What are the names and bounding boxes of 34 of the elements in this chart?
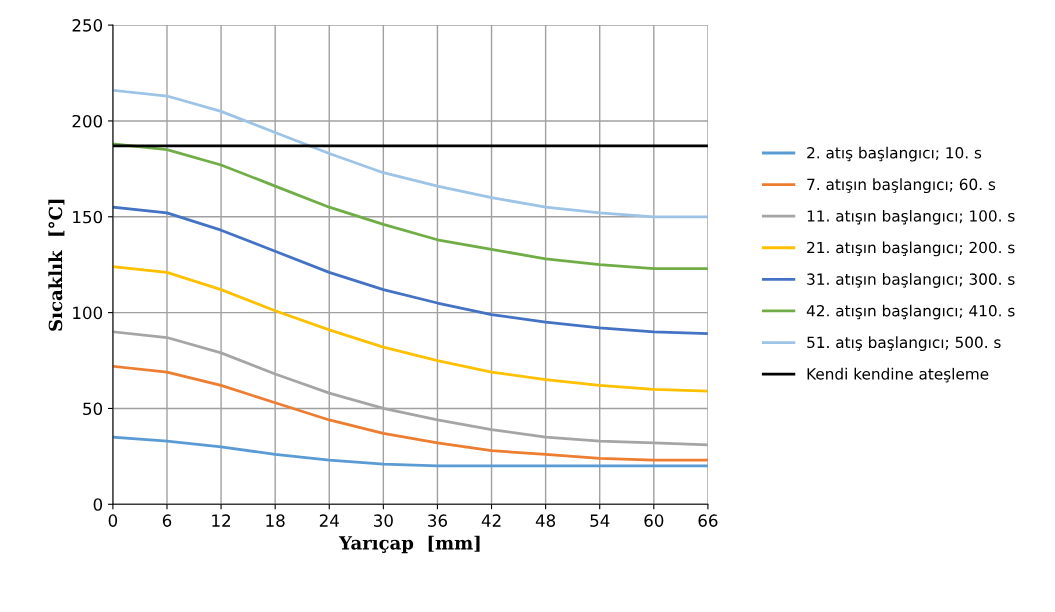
- legend-label: 51. atış başlangıcı; 500. s: [807, 336, 1001, 352]
- x-tick-label: 24: [319, 514, 339, 527]
- legend-label: 31. atışın başlangıcı; 300. s: [807, 273, 1015, 288]
- legend-label: 42. atışın başlangıcı; 410. s: [806, 304, 1015, 320]
- y-tick-label: 200: [72, 114, 103, 128]
- y-axis-title: Sıcaklık [°C]: [48, 199, 65, 331]
- y-tick-label: 0: [93, 498, 103, 511]
- line-series: [112, 265, 708, 393]
- x-tick-label: 54: [590, 514, 610, 527]
- line-series: [112, 364, 708, 462]
- legend-label: 2. atış başlangıcı; 10. s: [807, 146, 982, 162]
- legend-label: 11. atışın başlangıcı; 100. s: [807, 209, 1015, 225]
- x-tick-label: 0: [108, 514, 118, 527]
- line-series: [112, 205, 708, 336]
- x-tick-label: 60: [644, 514, 664, 527]
- line-series: [112, 142, 708, 270]
- y-tick-label: 150: [73, 210, 103, 224]
- x-tick-label: 30: [374, 514, 393, 527]
- x-tick-label: 66: [698, 514, 718, 527]
- x-tick-label: 6: [162, 514, 172, 527]
- legend-label: Kendi kendine ateşleme: [807, 367, 989, 383]
- x-tick-label: 42: [481, 514, 501, 527]
- line-series: [112, 435, 708, 468]
- y-tick-label: 50: [83, 402, 103, 416]
- legend-label: 21. atışın başlangıcı; 200. s: [807, 241, 1015, 257]
- x-axis-title: Yarıçap [mm]: [338, 535, 480, 554]
- y-tick-label: 250: [72, 19, 103, 32]
- x-tick-label: 48: [535, 514, 556, 527]
- x-tick-label: 36: [428, 514, 447, 527]
- x-tick-label: 12: [212, 514, 231, 527]
- line-series: [112, 88, 708, 219]
- y-tick-label: 100: [73, 306, 103, 320]
- x-tick-label: 18: [266, 514, 285, 527]
- legend-label: 7. atışın başlangıcı; 60. s: [807, 178, 996, 194]
